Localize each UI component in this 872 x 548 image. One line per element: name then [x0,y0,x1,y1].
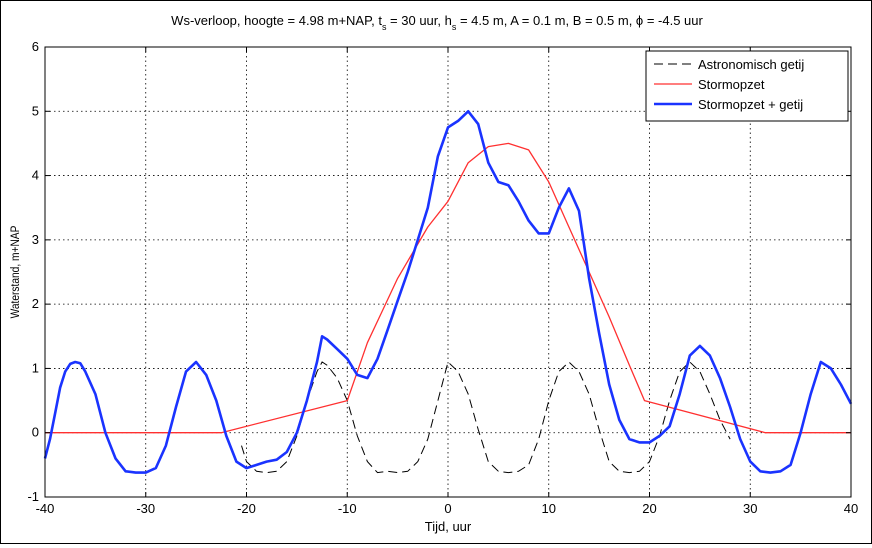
y-tick-label: -1 [27,489,39,504]
x-tick-label: -40 [36,501,55,516]
legend-box [645,50,849,122]
chart-title-part: s [382,22,387,32]
x-tick-label: 30 [743,501,757,516]
legend-label: Stormopzet + getij [698,97,803,112]
series-line-1 [45,142,851,434]
chart-title-part: Ws-verloop, hoogte = 4.98 m+NAP, t [171,13,382,28]
legend-label: Astronomisch getij [698,57,804,72]
series-line-0 [241,361,731,474]
x-tick-label: 10 [542,501,556,516]
y-tick-label: 1 [32,360,39,375]
x-axis-label: Tijd, uur [425,519,472,534]
series-line-2 [43,110,853,474]
x-tick-label: -10 [338,501,357,516]
x-tick-label: -20 [237,501,256,516]
chart-title-part: s [452,22,457,32]
x-tick-label: 0 [444,501,451,516]
y-tick-label: 2 [32,296,39,311]
legend-label: Stormopzet [698,77,765,92]
x-tick-label: 20 [642,501,656,516]
chart-title-part: = 4.5 m, A = 0.1 m, B = 0.5 m, ϕ = -4.5 … [456,13,703,28]
y-tick-label: 0 [32,425,39,440]
chart-title: Ws-verloop, hoogte = 4.98 m+NAP, ts = 30… [171,13,703,32]
x-tick-label: -30 [136,501,155,516]
y-tick-label: 3 [32,232,39,247]
y-tick-label: 4 [32,168,39,183]
y-tick-label: 6 [32,39,39,54]
x-tick-label: 40 [844,501,858,516]
y-tick-label: 5 [32,103,39,118]
chart-title-part: = 30 uur, h [386,13,451,28]
y-axis-label: Waterstand, m+NAP [9,226,22,319]
chart-legend: Astronomisch getij Stormopzet Stormopzet +… [645,50,849,122]
series-layer [43,110,853,474]
